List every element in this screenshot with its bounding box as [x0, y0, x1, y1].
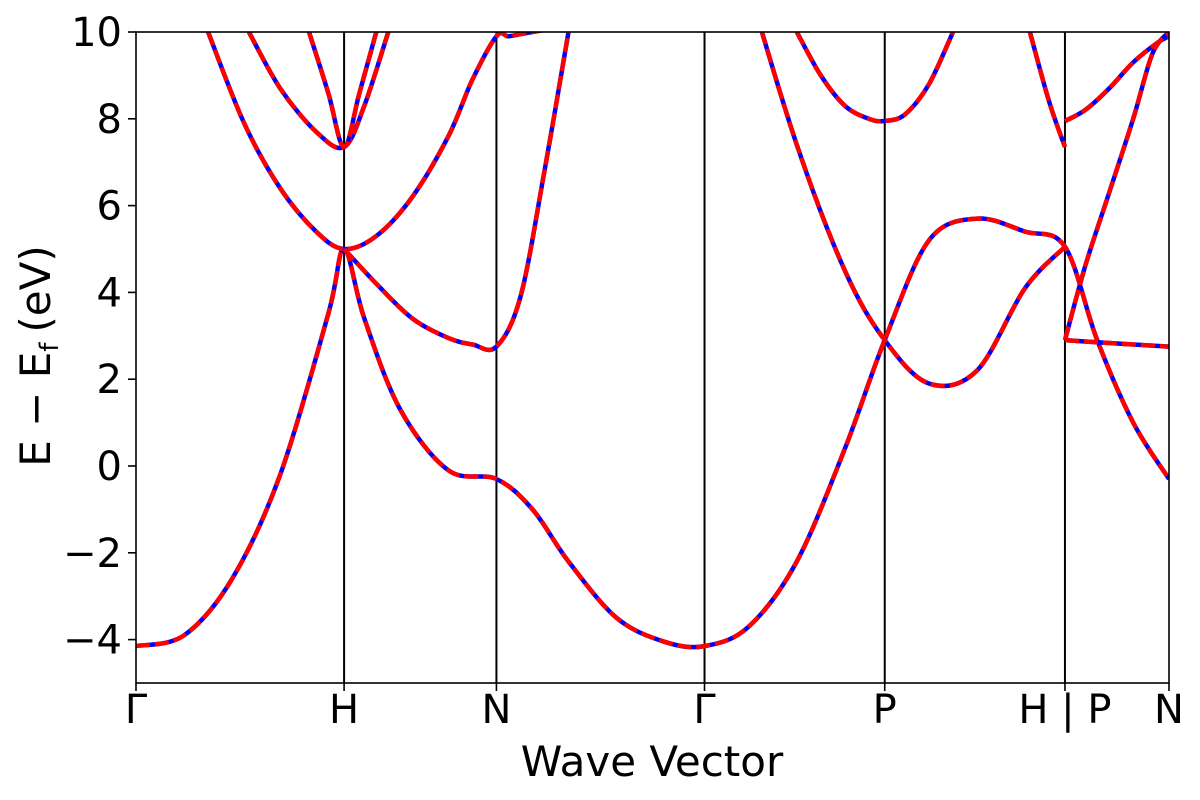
x-tick-label: N	[1154, 687, 1184, 733]
y-tick-label: 6	[97, 184, 122, 230]
band-2-dashed	[342, 32, 571, 353]
band-10-dashed	[1064, 337, 1169, 349]
y-tick-label: 4	[97, 270, 122, 316]
band-6-dashed	[794, 32, 956, 124]
y-tick-label: 0	[97, 444, 122, 490]
band-7-solid	[1027, 32, 1068, 148]
plot-frame	[135, 31, 1170, 684]
y-tick-label: 8	[97, 97, 122, 143]
band-9-dashed	[1062, 32, 1169, 341]
x-tick-label: P	[873, 687, 897, 733]
band-3-solid	[246, 32, 391, 151]
band-1-dashed	[206, 32, 545, 252]
x-axis: Γ H N Γ P H | P N	[125, 683, 1184, 733]
y-axis-title-unit: (eV)	[11, 245, 60, 332]
band-4-dashed	[306, 32, 379, 150]
y-tick-label: 10	[71, 10, 122, 56]
y-axis-title-main: E − E	[11, 352, 60, 467]
band-5-dashed	[759, 32, 1067, 389]
y-axis-title-subscript: f	[35, 342, 65, 352]
band-4-solid	[306, 32, 379, 150]
band-2-solid	[342, 32, 571, 353]
band-0-solid	[136, 216, 1169, 650]
x-tick-label: H	[329, 687, 359, 733]
band-3-dashed	[246, 32, 391, 151]
x-axis-title: Wave Vector	[521, 737, 784, 786]
x-tick-label: H | P	[1018, 687, 1111, 733]
x-tick-label: Γ	[125, 687, 148, 733]
y-tick-label: 2	[97, 357, 122, 403]
y-axis: −4 −2 0 2 4 6 8 10	[63, 10, 136, 664]
y-tick-label: −2	[63, 531, 122, 577]
bands-layer	[136, 32, 1169, 650]
y-tick-label: −4	[63, 618, 122, 664]
y-axis-title: E − Ef (eV)	[11, 245, 65, 466]
x-tick-label: Γ	[693, 687, 716, 733]
band-0-dashed	[136, 216, 1169, 650]
x-tick-label: N	[481, 687, 511, 733]
